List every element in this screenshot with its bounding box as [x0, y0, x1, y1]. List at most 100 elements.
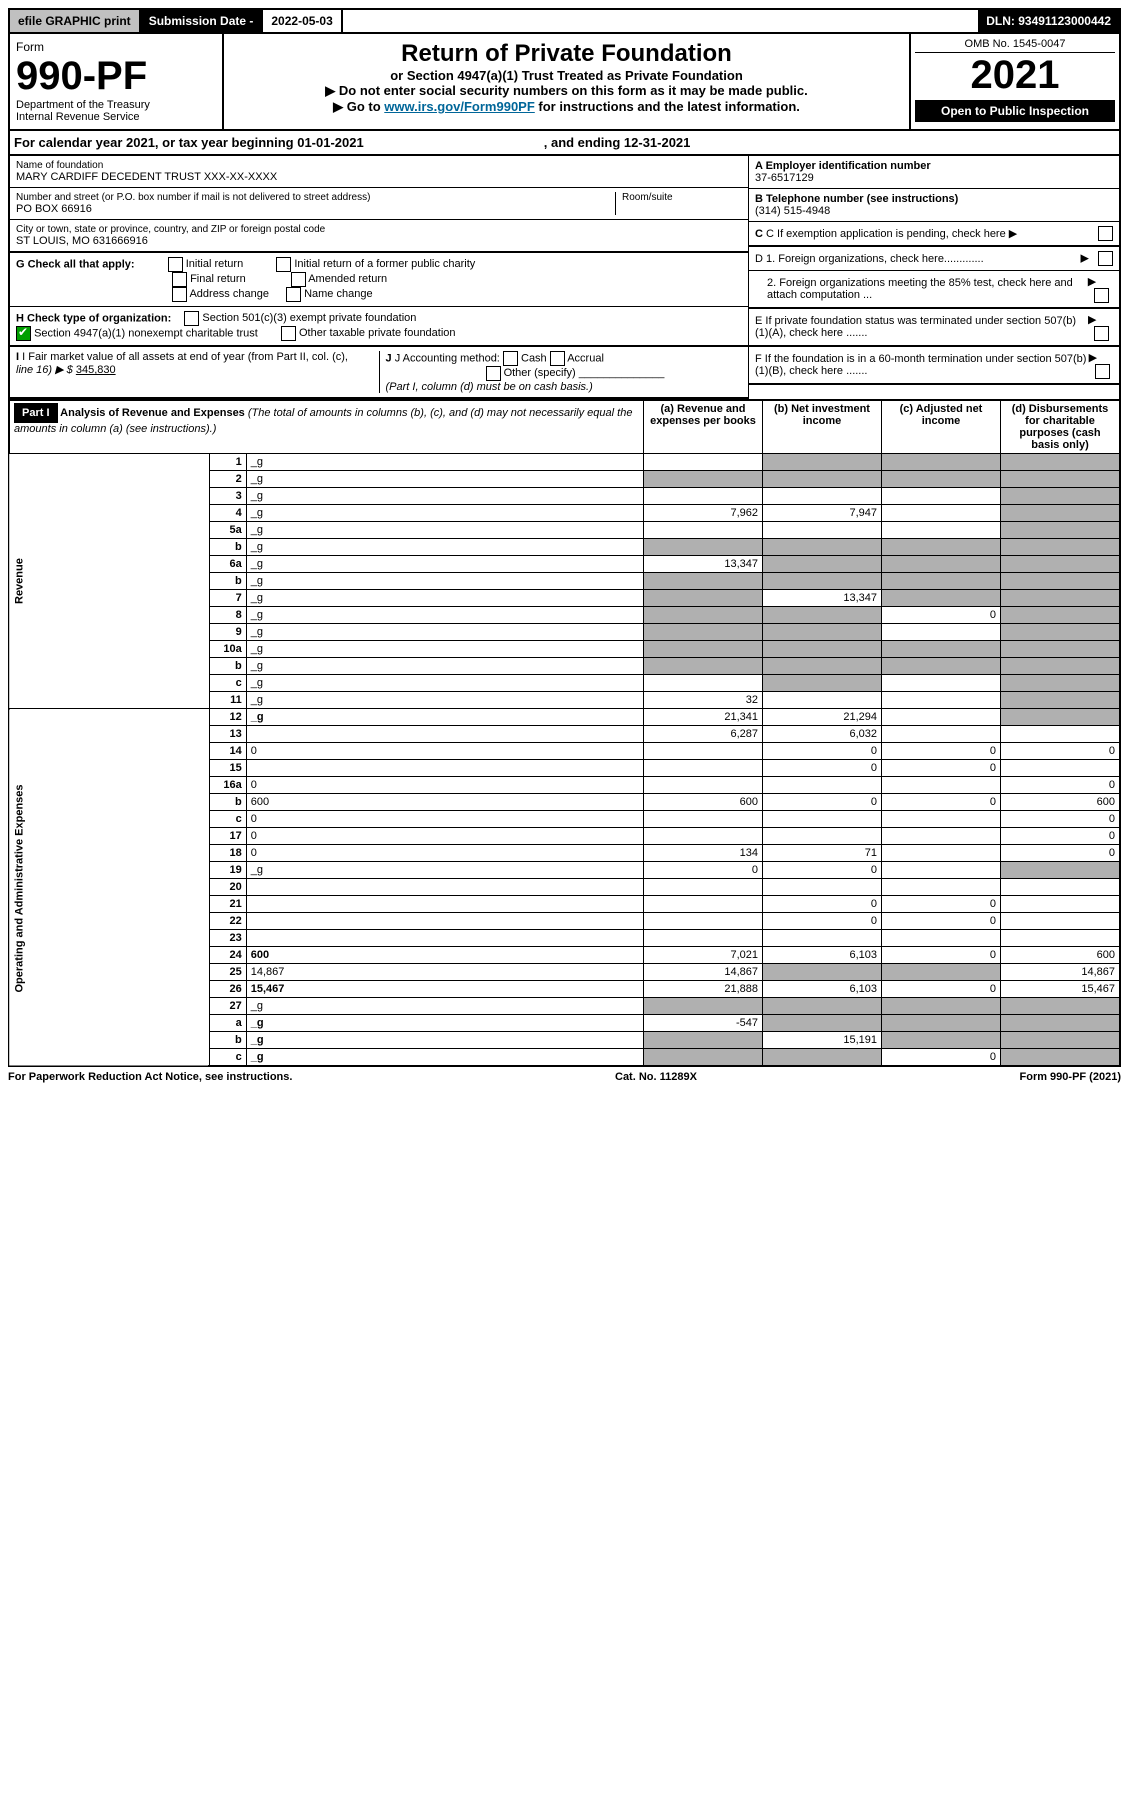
initial-return-checkbox[interactable] [168, 257, 183, 272]
cell-25-c [882, 964, 1001, 981]
cell-1-a [644, 454, 763, 471]
row-description: 0 [246, 845, 643, 862]
501c3-checkbox[interactable] [184, 311, 199, 326]
final-return-checkbox[interactable] [172, 272, 187, 287]
amended-return-checkbox[interactable] [291, 272, 306, 287]
row-number: 19 [209, 862, 246, 879]
cell-25-b [763, 964, 882, 981]
f-checkbox[interactable] [1095, 364, 1110, 379]
cell-3-a [644, 488, 763, 505]
initial-return-former-checkbox[interactable] [276, 257, 291, 272]
header: Form 990-PF Department of the Treasury I… [8, 34, 1121, 131]
final-return-label: Final return [190, 273, 246, 285]
cell-14-c: 0 [882, 743, 1001, 760]
cell-11-a: 32 [644, 692, 763, 709]
d1-checkbox[interactable] [1098, 251, 1113, 266]
row-number: 6a [209, 556, 246, 573]
name-change-checkbox[interactable] [286, 287, 301, 302]
row-description: 600 [246, 947, 643, 964]
other-taxable-checkbox[interactable] [281, 326, 296, 341]
accrual-checkbox[interactable] [550, 351, 565, 366]
cell-c-d: 0 [1001, 811, 1121, 828]
row-description: _g [246, 488, 643, 505]
cell-17-d: 0 [1001, 828, 1121, 845]
cell-b-b: 0 [763, 794, 882, 811]
cell-18-d: 0 [1001, 845, 1121, 862]
cell-13-b: 6,032 [763, 726, 882, 743]
d2-checkbox[interactable] [1094, 288, 1109, 303]
accrual-label: Accrual [567, 352, 604, 364]
cell-23-a [644, 930, 763, 947]
cell-6a-c [882, 556, 1001, 573]
j-label: J Accounting method: [395, 352, 500, 364]
cell-b-d [1001, 658, 1121, 675]
c-checkbox[interactable] [1098, 226, 1113, 241]
cell-b-a [644, 573, 763, 590]
row-number: 1 [209, 454, 246, 471]
col-a-header: (a) Revenue and expenses per books [644, 400, 763, 454]
row-description: _g [246, 658, 643, 675]
row-description [246, 726, 643, 743]
form-footer: Form 990-PF (2021) [1020, 1071, 1121, 1083]
e-checkbox[interactable] [1094, 326, 1109, 341]
other-method-label: Other (specify) [504, 367, 576, 379]
form-note-2: ▶ Go to www.irs.gov/Form990PF for instru… [230, 99, 903, 115]
city-label: City or town, state or province, country… [16, 224, 742, 235]
cell-1-b [763, 454, 882, 471]
cell-17-a [644, 828, 763, 845]
cell-4-a: 7,962 [644, 505, 763, 522]
form-label: Form [16, 40, 216, 54]
submission-date-label: Submission Date - [141, 10, 264, 32]
row-number: 9 [209, 624, 246, 641]
cash-checkbox[interactable] [503, 351, 518, 366]
cell-7-b: 13,347 [763, 590, 882, 607]
cell-c-a [644, 1049, 763, 1067]
row-number: 14 [209, 743, 246, 760]
cell-20-d [1001, 879, 1121, 896]
row-number: c [209, 811, 246, 828]
part1-title: Analysis of Revenue and Expenses [60, 407, 245, 419]
row-description: _g [246, 522, 643, 539]
addr-label: Number and street (or P.O. box number if… [16, 192, 615, 203]
cell-24-d: 600 [1001, 947, 1121, 964]
efile-label[interactable]: efile GRAPHIC print [10, 10, 141, 32]
j-note: (Part I, column (d) must be on cash basi… [386, 381, 593, 393]
cell-6a-a: 13,347 [644, 556, 763, 573]
i-label: I I Fair market value of all assets at e… [16, 351, 348, 363]
cell-21-a [644, 896, 763, 913]
other-method-checkbox[interactable] [486, 366, 501, 381]
cell-b-a: 600 [644, 794, 763, 811]
row-description: 14,867 [246, 964, 643, 981]
cell-c-c [882, 811, 1001, 828]
row-description: 0 [246, 828, 643, 845]
cell-10a-b [763, 641, 882, 658]
row-number: 15 [209, 760, 246, 777]
instructions-link[interactable]: www.irs.gov/Form990PF [384, 99, 535, 114]
cell-b-b [763, 573, 882, 590]
cell-25-a: 14,867 [644, 964, 763, 981]
cell-25-d: 14,867 [1001, 964, 1121, 981]
row-number: 18 [209, 845, 246, 862]
cell-23-b [763, 930, 882, 947]
g-check-row: G Check all that apply: Initial return I… [10, 253, 748, 307]
name-change-label: Name change [304, 288, 373, 300]
other-taxable-label: Other taxable private foundation [299, 327, 456, 339]
cell-c-d [1001, 675, 1121, 692]
cell-13-a: 6,287 [644, 726, 763, 743]
cell-13-c [882, 726, 1001, 743]
omb-number: OMB No. 1545-0047 [915, 38, 1115, 53]
cell-15-c: 0 [882, 760, 1001, 777]
address-change-checkbox[interactable] [172, 287, 187, 302]
row-number: b [209, 539, 246, 556]
cell-16a-b [763, 777, 882, 794]
submission-date-value: 2022-05-03 [263, 10, 342, 32]
4947a1-checkbox[interactable] [16, 326, 31, 341]
cell-21-d [1001, 896, 1121, 913]
cell-4-c [882, 505, 1001, 522]
cell-b-c [882, 539, 1001, 556]
part1-table: Part I Analysis of Revenue and Expenses … [8, 399, 1121, 1067]
footer: For Paperwork Reduction Act Notice, see … [8, 1067, 1121, 1083]
4947a1-label: Section 4947(a)(1) nonexempt charitable … [34, 327, 258, 339]
cell-b-c: 0 [882, 794, 1001, 811]
row-description: _g [246, 862, 643, 879]
